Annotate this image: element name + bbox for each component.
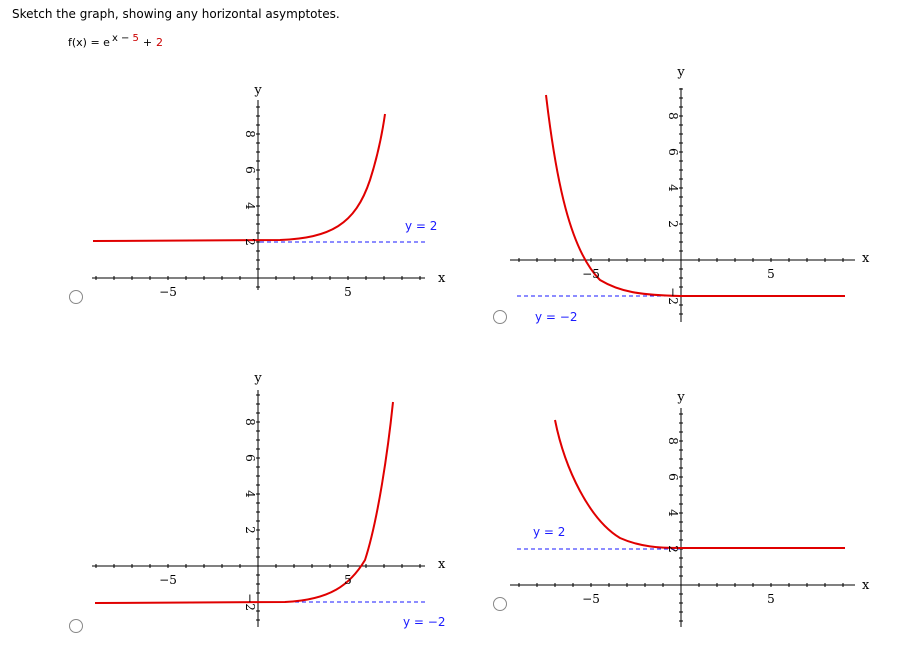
y-tick-label: 2 (666, 220, 680, 228)
radio-button[interactable] (69, 619, 83, 633)
graph-option: −5 5 2 4 6 8 x y y = 2 (493, 390, 870, 627)
curve (554, 419, 845, 549)
y-tick-label: 8 (666, 112, 680, 120)
curve (92, 113, 386, 242)
curve (545, 94, 845, 297)
y-axis-label: y (253, 83, 262, 98)
function-constant: 2 (156, 36, 163, 49)
x-axis-label: x (438, 557, 446, 572)
asymptote-label: y = −2 (403, 615, 445, 629)
function-operator: + (143, 36, 152, 49)
asymptote-label: y = 2 (405, 219, 437, 233)
y-tick-label: 6 (666, 148, 680, 156)
y-tick-label: 2 (243, 238, 257, 246)
function-name: f(x) = e (68, 36, 110, 49)
x-tick-label: 5 (344, 573, 352, 587)
y-tick-label: 4 (666, 509, 680, 517)
graph-option: −5 5 2 4 6 8 x y y = 2 (69, 83, 446, 304)
y-tick-label: 6 (243, 454, 257, 462)
graph-option: −5 5 2 4 6 8 −2 x y y = −2 (69, 371, 446, 633)
y-tick-label: 2 (243, 526, 257, 534)
y-axis-label: y (676, 390, 685, 405)
radio-button[interactable] (493, 597, 507, 611)
asymptote-label: y = −2 (535, 310, 577, 324)
curve (94, 401, 394, 604)
function-exponent-constant: 5 (132, 33, 138, 44)
y-tick-label: 4 (666, 184, 680, 192)
function-exponent: x − (112, 33, 129, 44)
y-tick-label: 8 (666, 437, 680, 445)
y-tick-label: 2 (666, 545, 680, 553)
y-tick-label: 4 (243, 202, 257, 210)
y-tick-label: 6 (666, 473, 680, 481)
x-axis-label: x (862, 578, 870, 593)
asymptote-label: y = 2 (533, 525, 565, 539)
y-tick-label: 6 (243, 166, 257, 174)
radio-button[interactable] (493, 310, 507, 324)
y-tick-label: −2 (243, 593, 257, 611)
x-axis-label: x (438, 271, 446, 286)
x-tick-label: −5 (159, 285, 177, 299)
y-tick-label: 8 (243, 418, 257, 426)
y-tick-label: 4 (243, 490, 257, 498)
x-tick-label: 5 (767, 267, 775, 281)
x-tick-label: 5 (767, 592, 775, 606)
y-tick-label: −2 (666, 287, 680, 305)
x-tick-label: −5 (582, 267, 600, 281)
question: Sketch the graph, showing any horizontal… (12, 7, 340, 21)
x-axis-label: x (862, 251, 870, 266)
x-tick-label: −5 (159, 573, 177, 587)
graph-option: −5 5 2 4 6 8 −2 x y y = −2 (493, 65, 870, 324)
x-tick-label: 5 (344, 285, 352, 299)
y-axis-label: y (253, 371, 262, 386)
y-tick-label: 8 (243, 130, 257, 138)
radio-button[interactable] (69, 290, 83, 304)
y-axis-label: y (676, 65, 685, 80)
x-tick-label: −5 (582, 592, 600, 606)
